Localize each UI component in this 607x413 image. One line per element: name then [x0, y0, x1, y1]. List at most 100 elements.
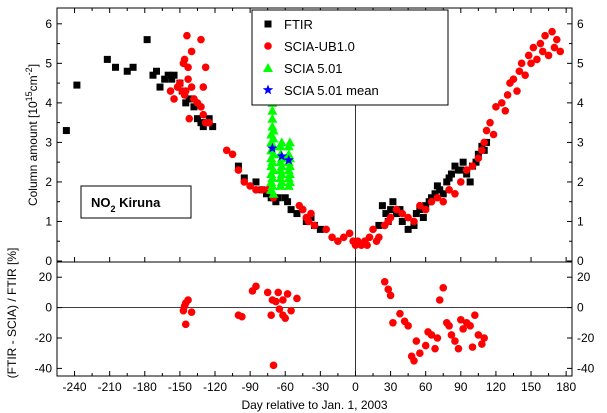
data-point: [533, 55, 541, 64]
data-point: [451, 162, 459, 170]
data-point: [392, 210, 400, 218]
data-point: [404, 213, 412, 222]
data-point: [443, 178, 451, 186]
y-tick-label-left: -20: [35, 331, 53, 345]
data-point: [283, 290, 292, 298]
x-tick-label: 150: [521, 380, 541, 394]
data-point: [279, 296, 287, 304]
data-point: [199, 123, 207, 131]
data-point: [240, 174, 248, 182]
y-tick-label-right: 4: [577, 96, 584, 110]
data-point: [387, 206, 395, 214]
x-tick-label: 180: [556, 380, 576, 394]
data-point: [412, 337, 421, 345]
data-point: [457, 315, 465, 324]
data-point: [228, 150, 237, 159]
data-point: [310, 221, 319, 230]
x-tick-label: -30: [312, 380, 330, 394]
data-point: [416, 206, 424, 214]
data-point: [463, 170, 471, 178]
data-point: [252, 186, 260, 194]
x-tick-label: -210: [98, 380, 122, 394]
data-point: [184, 296, 192, 304]
data-point: [451, 337, 459, 345]
legend-label: FTIR: [284, 17, 313, 32]
data-point: [284, 137, 295, 147]
data-point: [436, 186, 444, 194]
data-point: [187, 308, 196, 316]
data-point: [445, 186, 453, 194]
data-point: [378, 202, 386, 210]
data-point: [328, 233, 336, 242]
data-point: [375, 221, 383, 229]
data-point: [307, 209, 315, 218]
data-point: [556, 47, 565, 56]
data-point: [451, 189, 459, 198]
data-point: [149, 71, 157, 79]
data-point: [276, 161, 287, 171]
data-point: [480, 138, 489, 147]
data-point: [267, 105, 278, 115]
data-point: [439, 284, 448, 292]
data-point: [246, 182, 254, 190]
data-point: [480, 334, 489, 342]
data-point: [468, 162, 477, 170]
data-point: [185, 114, 194, 123]
y-tick-label-left: 0: [45, 254, 52, 268]
x-tick-label: 120: [486, 380, 506, 394]
data-point: [466, 322, 474, 330]
data-point: [552, 35, 561, 44]
y-tick-label-left: 20: [39, 270, 53, 284]
data-point: [369, 225, 377, 234]
data-point: [184, 63, 192, 72]
data-point: [197, 103, 205, 111]
data-point: [398, 209, 407, 218]
data-point: [275, 305, 284, 313]
data-point: [293, 294, 301, 303]
y-tick-label-right: 6: [577, 17, 584, 31]
data-point: [268, 125, 279, 135]
data-point: [517, 59, 526, 68]
y-tick-label-right: -20: [577, 331, 595, 345]
x-axis-title: Day relative to Jan. 1, 2003: [241, 398, 387, 412]
data-point: [180, 91, 189, 99]
data-point: [164, 71, 172, 79]
data-point: [199, 83, 208, 91]
data-point: [513, 87, 521, 95]
difference-panel: -240 -210 -180 -150 -120 -90 -60 -30 0 30 60 90 120 1…: [35, 261, 595, 394]
data-point: [298, 205, 307, 214]
data-point: [176, 79, 184, 87]
y-tick-label-right: 20: [577, 270, 591, 284]
data-point: [421, 205, 430, 214]
data-point: [168, 75, 176, 83]
data-point: [459, 325, 467, 333]
data-point: [486, 118, 494, 127]
y-tick-label-left: -40: [35, 361, 53, 375]
data-point: [62, 127, 70, 135]
data-point: [190, 103, 198, 111]
data-point: [293, 210, 301, 218]
data-point: [459, 158, 467, 166]
data-point: [489, 130, 498, 139]
data-point: [375, 233, 383, 242]
data-point: [433, 334, 442, 342]
data-point: [166, 87, 175, 95]
data-point: [501, 106, 510, 115]
x-tick-label: -60: [277, 380, 295, 394]
data-point: [435, 296, 444, 304]
data-point: [267, 311, 275, 320]
data-point: [276, 169, 287, 179]
data-point: [382, 210, 390, 218]
y-tick-label-left: 1: [45, 214, 52, 228]
data-point: [284, 161, 295, 171]
data-point: [170, 95, 178, 103]
data-point: [267, 180, 278, 190]
data-point: [474, 150, 482, 158]
legend-label: SCIA-UB1.0: [284, 39, 355, 54]
site-annotation: NO2 Kiruna: [80, 185, 192, 219]
y-tick-label-left: 4: [45, 96, 52, 110]
data-point: [222, 146, 231, 155]
data-point: [272, 198, 280, 206]
data-point: [412, 210, 420, 218]
